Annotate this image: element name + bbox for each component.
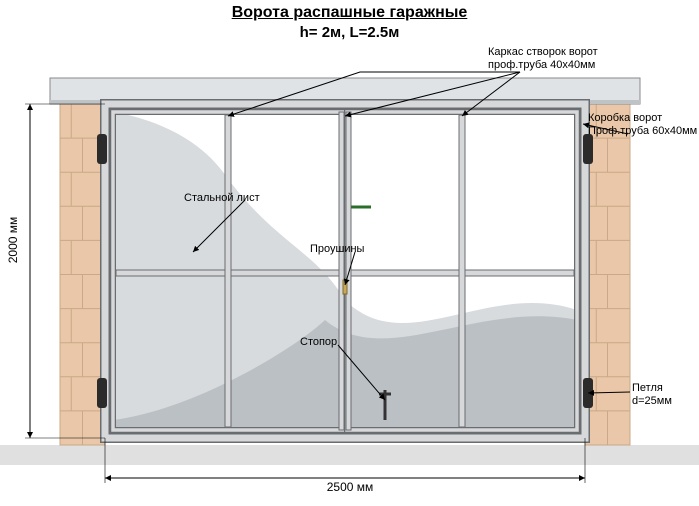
callout-frame-leaf-l1: Каркас створок ворот bbox=[488, 46, 598, 59]
callout-stopper: Стопор bbox=[300, 336, 337, 349]
dim-height-label: 2000 мм bbox=[6, 200, 20, 280]
callout-box-l2: Проф.труба 60х40мм bbox=[588, 125, 697, 138]
callout-frame-leaf: Каркас створок ворот проф.труба 40х40мм bbox=[488, 46, 598, 71]
dim-width-label: 2500 мм bbox=[300, 480, 400, 494]
callout-hinge-l1: Петля bbox=[632, 382, 672, 395]
callout-box: Коробка ворот Проф.труба 60х40мм bbox=[588, 112, 697, 137]
callout-box-l1: Коробка ворот bbox=[588, 112, 697, 125]
callout-sheet: Стальной лист bbox=[184, 192, 260, 205]
callout-frame-leaf-l2: проф.труба 40х40мм bbox=[488, 59, 598, 72]
callout-lugs: Проушины bbox=[310, 243, 364, 256]
callout-hinge-l2: d=25мм bbox=[632, 395, 672, 408]
callout-hinge: Петля d=25мм bbox=[632, 382, 672, 407]
